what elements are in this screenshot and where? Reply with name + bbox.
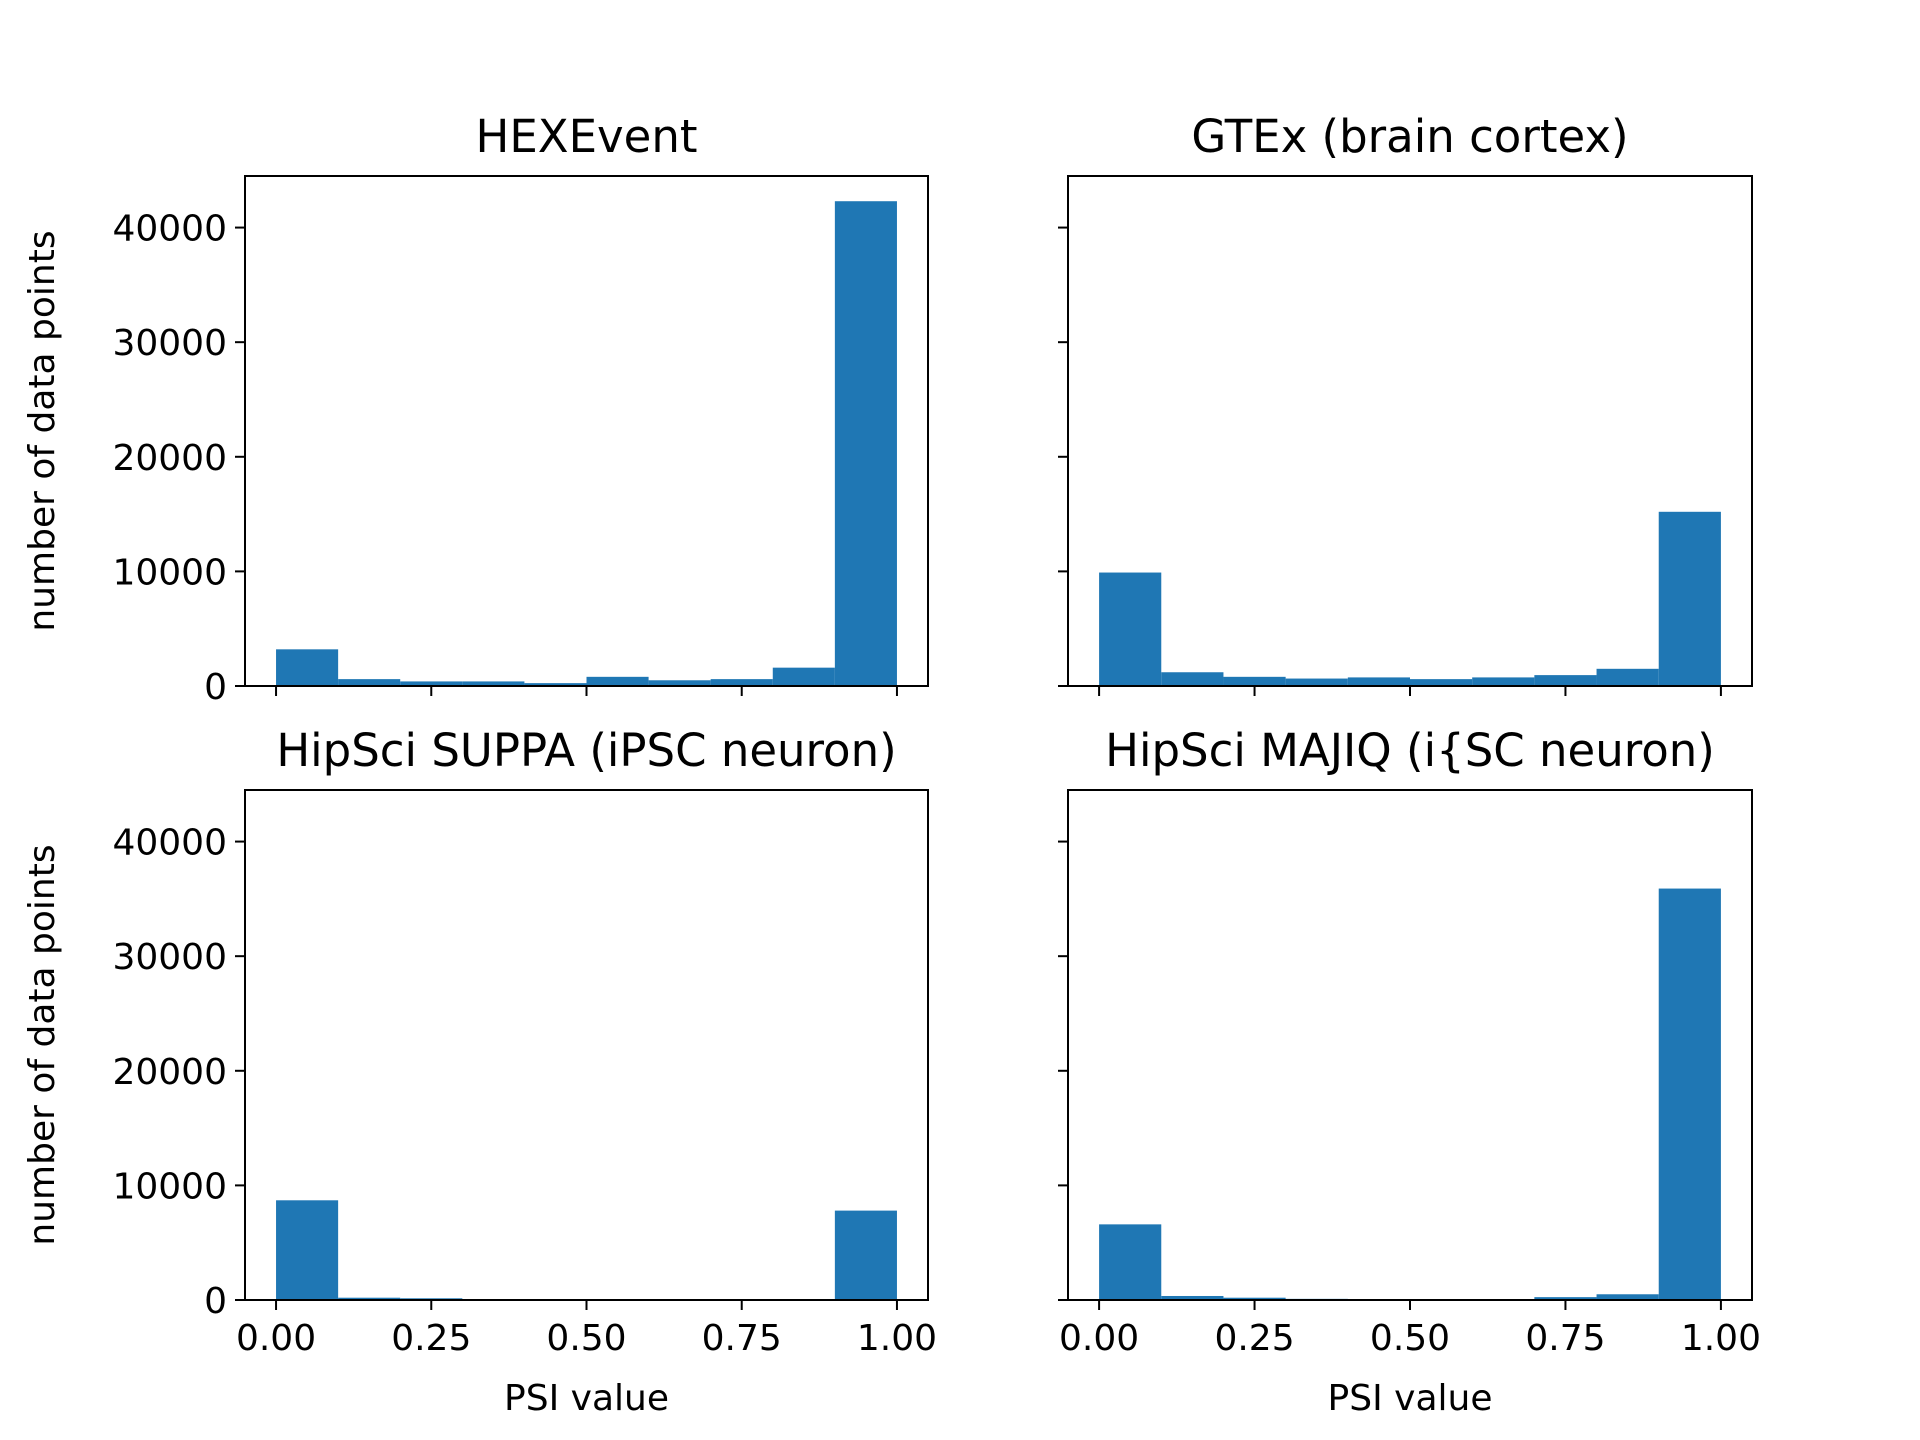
- x-tick-label: 1.00: [857, 1318, 937, 1359]
- histogram-bar: [1347, 677, 1410, 686]
- x-tick-label: 0.25: [391, 1318, 471, 1359]
- histogram-bar: [1223, 1297, 1286, 1300]
- histogram-bar: [1161, 672, 1224, 686]
- panel-1: 0 10000 20000 30000 40000 HEXEvent number of d…: [22, 110, 929, 708]
- y-tick-label: 20000: [112, 438, 227, 479]
- panel-2: GTEx (brain cortex): [1058, 110, 1753, 696]
- histogram-bar: [1099, 1224, 1162, 1300]
- histogram-bar: [462, 681, 525, 686]
- histogram-bar: [338, 679, 401, 686]
- histogram-bar: [1534, 1297, 1597, 1300]
- x-axis-label: PSI value: [1328, 1378, 1493, 1419]
- panel-3: 0.00 0.25 0.50 0.75 1.00 0 10000 20000 30000 4000…: [22, 724, 937, 1419]
- histogram-bar: [276, 1200, 339, 1300]
- histogram-bar: [834, 1210, 897, 1300]
- panel-title: HipSci SUPPA (iPSC neuron): [276, 724, 896, 777]
- y-axis-label: number of data points: [22, 844, 63, 1245]
- histogram-bar: [276, 649, 339, 686]
- y-axis-label: number of data points: [22, 230, 63, 631]
- y-tick-label: 30000: [112, 323, 227, 364]
- x-tick-label: 0.75: [702, 1318, 782, 1359]
- x-tick-label: 0.00: [236, 1318, 316, 1359]
- panel-title: GTEx (brain cortex): [1191, 110, 1628, 163]
- x-axis-label: PSI value: [504, 1378, 669, 1419]
- histogram-bar: [524, 683, 587, 686]
- panel-4: 0.00 0.25 0.50 0.75 1.00 HipSci MAJIQ (i{SC n…: [1058, 724, 1761, 1419]
- x-tick-label: 1.00: [1681, 1318, 1761, 1359]
- histogram-bar: [834, 201, 897, 686]
- x-tick-label: 0.75: [1525, 1318, 1605, 1359]
- histogram-bar: [1099, 572, 1162, 686]
- histogram-bar: [1534, 675, 1597, 686]
- panel-title: HEXEvent: [475, 110, 697, 163]
- x-tick-label: 0.00: [1059, 1318, 1139, 1359]
- histogram-bar: [1410, 679, 1473, 686]
- histogram-bar: [1161, 1295, 1224, 1300]
- histogram-bar: [1658, 888, 1721, 1300]
- x-tick-label: 0.50: [1370, 1318, 1450, 1359]
- histogram-bar: [1658, 511, 1721, 686]
- y-tick-label: 10000: [112, 1166, 227, 1207]
- y-tick-label: 0: [204, 667, 227, 708]
- y-tick-label: 0: [204, 1281, 227, 1322]
- histogram-bar: [586, 676, 649, 686]
- histogram-bar: [1223, 676, 1286, 686]
- y-tick-label: 10000: [112, 552, 227, 593]
- histogram-bar: [1472, 677, 1535, 686]
- y-tick-label: 30000: [112, 937, 227, 978]
- histogram-bar: [1596, 1294, 1659, 1300]
- y-tick-label: 40000: [112, 823, 227, 864]
- histogram-bar: [400, 681, 463, 686]
- panel-title: HipSci MAJIQ (i{SC neuron): [1105, 724, 1715, 777]
- histogram-bar: [772, 667, 835, 686]
- histogram-bar: [710, 679, 773, 686]
- y-tick-label: 20000: [112, 1052, 227, 1093]
- histogram-bar: [338, 1297, 401, 1300]
- histogram-bar: [648, 680, 711, 686]
- histogram-bar: [1596, 668, 1659, 686]
- histogram-bar: [1285, 678, 1348, 686]
- x-tick-label: 0.25: [1214, 1318, 1294, 1359]
- x-tick-label: 0.50: [546, 1318, 626, 1359]
- y-tick-label: 40000: [112, 209, 227, 250]
